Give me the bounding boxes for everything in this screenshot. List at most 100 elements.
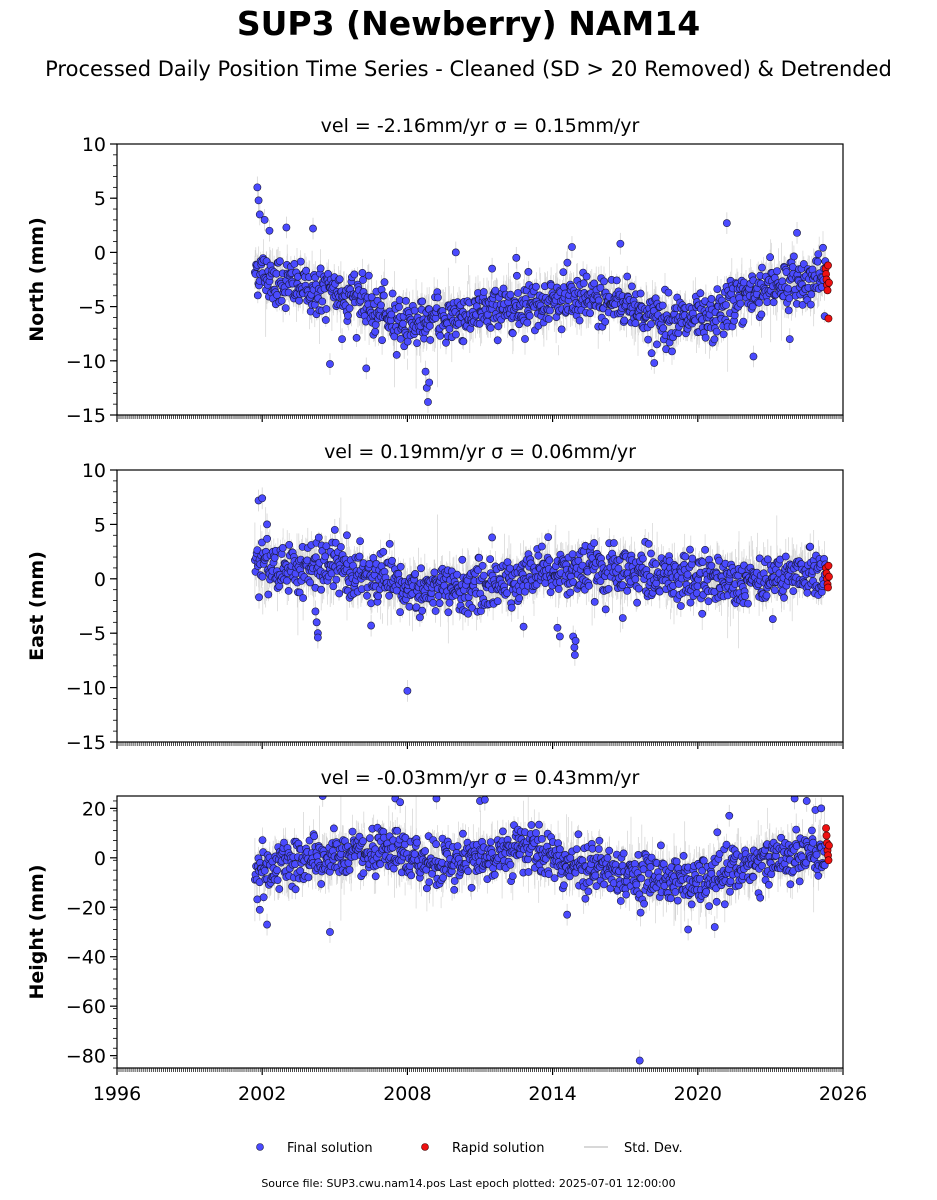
- final-point: [696, 289, 705, 298]
- final-point: [819, 243, 827, 252]
- y-tick-label: −15: [66, 405, 106, 427]
- final-point: [766, 253, 774, 262]
- final-point: [749, 352, 758, 361]
- final-point: [521, 335, 529, 343]
- y-tick-label: 5: [94, 188, 106, 210]
- final-point: [557, 325, 566, 334]
- final-point: [628, 282, 636, 291]
- final-point: [525, 311, 534, 320]
- y-axis-label: North (mm): [26, 217, 48, 342]
- final-point: [601, 317, 610, 326]
- final-point: [650, 359, 659, 367]
- final-point: [523, 318, 532, 327]
- final-point: [579, 279, 588, 288]
- final-point: [790, 252, 798, 261]
- final-point: [616, 239, 625, 248]
- final-point: [371, 327, 380, 336]
- final-point: [377, 301, 385, 310]
- final-point: [736, 299, 745, 308]
- final-point: [575, 316, 584, 325]
- page-subtitle: Processed Daily Position Time Series - C…: [45, 57, 892, 81]
- final-point: [255, 210, 264, 219]
- plot-area: [250, 487, 833, 702]
- final-point: [784, 284, 792, 293]
- final-point: [322, 305, 331, 313]
- final-point: [343, 311, 352, 320]
- final-point: [596, 283, 605, 292]
- final-point: [712, 327, 721, 336]
- final-point: [799, 260, 808, 268]
- final-point: [559, 268, 568, 276]
- final-point: [773, 267, 781, 275]
- final-point: [653, 340, 661, 349]
- final-point: [713, 285, 722, 293]
- final-point: [479, 288, 488, 296]
- final-point: [413, 339, 421, 347]
- final-point: [475, 319, 484, 328]
- final-point: [722, 219, 731, 228]
- final-point: [281, 304, 290, 312]
- final-point: [410, 306, 419, 315]
- final-point: [445, 324, 454, 333]
- final-point: [326, 360, 334, 368]
- final-point: [359, 276, 367, 284]
- final-point: [364, 271, 373, 280]
- final-point: [436, 331, 445, 340]
- final-point: [568, 243, 576, 251]
- final-point: [644, 335, 652, 344]
- final-point: [379, 291, 388, 300]
- final-point: [403, 337, 412, 346]
- final-point: [769, 298, 778, 307]
- final-point: [707, 294, 716, 303]
- y-tick-label: −5: [78, 297, 106, 319]
- final-point: [338, 335, 346, 344]
- final-point: [442, 338, 450, 347]
- final-point: [367, 293, 376, 302]
- final-point: [295, 296, 303, 305]
- final-point: [488, 264, 496, 273]
- final-point: [396, 334, 405, 343]
- final-point: [600, 277, 608, 286]
- final-point: [722, 301, 730, 309]
- rapid-point: [824, 261, 832, 270]
- final-point: [296, 257, 305, 266]
- final-point: [785, 335, 794, 344]
- final-point: [563, 258, 572, 267]
- page-title: SUP3 (Newberry) NAM14: [236, 4, 701, 43]
- final-point: [345, 304, 354, 313]
- final-point: [426, 336, 435, 344]
- final-point: [421, 367, 430, 376]
- y-tick-label: 10: [82, 134, 106, 156]
- final-point: [254, 196, 263, 205]
- final-point: [755, 298, 763, 307]
- panel-title: vel = -2.16mm/yr σ = 0.15mm/yr: [321, 115, 640, 137]
- final-point: [813, 257, 822, 266]
- final-point: [459, 337, 468, 346]
- final-point: [798, 300, 807, 309]
- final-point: [623, 272, 632, 281]
- final-point: [493, 336, 502, 345]
- final-point: [265, 226, 274, 235]
- final-point: [302, 266, 310, 275]
- final-point: [275, 257, 284, 266]
- final-point: [352, 333, 361, 342]
- final-point: [392, 350, 401, 359]
- final-point: [513, 271, 521, 280]
- final-point: [582, 272, 591, 281]
- rapid-point: [824, 314, 833, 323]
- final-point: [425, 378, 434, 387]
- final-point: [418, 297, 427, 306]
- final-point: [506, 290, 515, 299]
- final-point: [401, 296, 410, 305]
- final-point: [793, 228, 801, 237]
- final-point: [748, 302, 757, 311]
- y-tick-label: −10: [66, 351, 106, 373]
- final-point: [253, 291, 262, 300]
- final-point: [631, 319, 640, 328]
- final-point: [814, 250, 823, 258]
- final-point: [486, 323, 495, 332]
- final-point: [524, 268, 533, 276]
- y-tick-label: 0: [94, 242, 106, 264]
- final-point: [378, 336, 386, 344]
